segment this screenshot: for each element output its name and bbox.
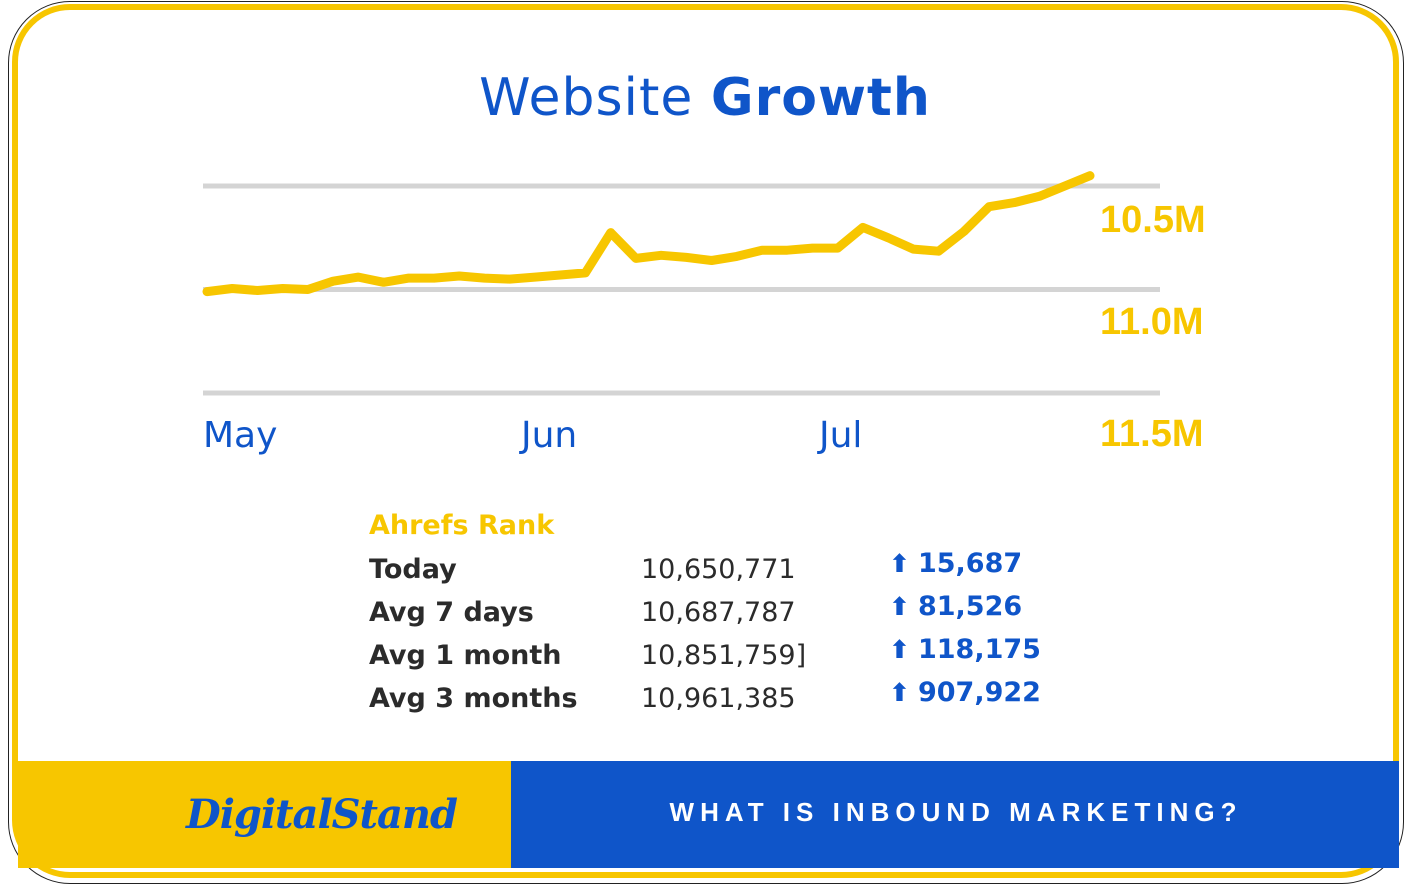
footer-cta-panel[interactable]: WHAT IS INBOUND MARKETING?	[511, 761, 1399, 868]
stats-row-change: ⬆ 15,687	[889, 548, 1022, 579]
stats-row-label: Avg 7 days	[369, 597, 534, 628]
y-tick-label: 11.5M	[1100, 413, 1204, 455]
stats-row-change: ⬆ 907,922	[889, 677, 1041, 708]
infographic-card	[12, 4, 1399, 878]
stats-row-change: ⬆ 81,526	[889, 591, 1022, 622]
stats-heading: Ahrefs Rank	[369, 510, 555, 541]
change-value: 907,922	[917, 677, 1041, 708]
change-value: 81,526	[917, 591, 1023, 622]
arrow-up-icon: ⬆	[889, 592, 910, 621]
x-tick-label: May	[203, 415, 277, 456]
stats-row-change: ⬆ 118,175	[889, 634, 1041, 665]
y-tick-label: 10.5M	[1100, 199, 1206, 241]
change-value: 15,687	[917, 548, 1023, 579]
series-line	[202, 171, 1095, 297]
stats-row-value: 10,851,759]	[641, 640, 807, 671]
title-light: Website	[479, 68, 694, 128]
stats-row-value: 10,961,385	[641, 683, 796, 714]
footer-logo-panel: DigitalStand	[18, 761, 511, 868]
arrow-up-icon: ⬆	[889, 635, 910, 664]
stats-row-label: Avg 3 months	[369, 683, 578, 714]
stats-row-value: 10,687,787	[641, 597, 796, 628]
digitalstand-logo: DigitalStand	[186, 791, 458, 838]
stats-row-label: Avg 1 month	[369, 640, 562, 671]
x-tick-label: Jul	[817, 415, 862, 456]
change-value: 118,175	[917, 634, 1041, 665]
stats-row-value: 10,650,771	[641, 554, 796, 585]
stats-row-label: Today	[369, 554, 457, 585]
arrow-up-icon: ⬆	[889, 549, 910, 578]
page-title: Website Growth	[0, 68, 1410, 128]
inbound-marketing-link[interactable]: WHAT IS INBOUND MARKETING?	[669, 797, 1243, 827]
y-tick-label: 11.0M	[1100, 301, 1204, 343]
title-bold: Growth	[710, 68, 931, 128]
arrow-up-icon: ⬆	[889, 678, 910, 707]
x-tick-label: Jun	[519, 415, 577, 456]
